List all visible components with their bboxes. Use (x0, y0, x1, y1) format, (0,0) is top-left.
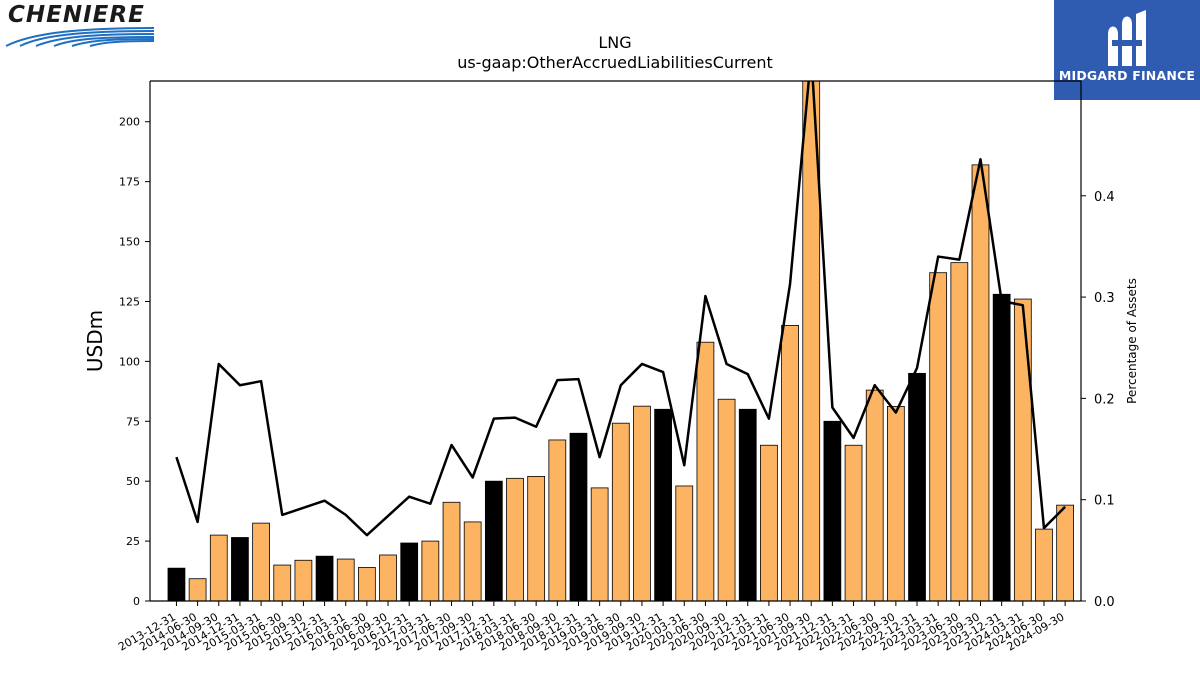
y-tick-label: 175 (119, 176, 140, 189)
cheniere-swoosh-icon (5, 27, 155, 47)
bar-2022-12-31 (908, 372, 926, 601)
bar-2014-06-30 (188, 578, 207, 601)
midgard-finance-logo: MIDGARD FINANCE (1054, 0, 1200, 100)
bar-2023-03-31 (929, 272, 948, 601)
bar-2019-03-31 (590, 487, 609, 601)
bar-2013-12-31 (167, 567, 186, 601)
y-tick-label: 150 (119, 236, 140, 249)
bar-2015-09-30 (294, 559, 313, 601)
bar-2021-09-30 (802, 81, 821, 601)
bar-2020-03-31 (675, 485, 694, 601)
axes-layer: 02550751001251501752000.00.10.20.30.4201… (116, 80, 1115, 654)
bar-2016-03-31 (336, 558, 355, 601)
bar-2021-06-30 (781, 325, 799, 601)
bar-2016-09-30 (379, 554, 397, 601)
bar-2024-06-30 (1035, 528, 1053, 601)
bar-2017-09-30 (463, 521, 482, 601)
y-tick-label: 25 (126, 535, 140, 548)
bar-2014-09-30 (209, 534, 228, 601)
y2-tick-label: 0.0 (1094, 595, 1115, 610)
cheniere-logo-text: CHENIERE (8, 2, 145, 28)
bar-2015-06-30 (273, 564, 292, 601)
bar-2021-03-31 (760, 444, 778, 601)
y-tick-label: 0 (133, 595, 140, 608)
bar-2015-03-31 (252, 522, 270, 601)
bar-2020-12-31 (738, 408, 757, 601)
bar-2020-09-30 (717, 398, 736, 601)
y2-axis-label: Percentage of Assets (1125, 278, 1139, 404)
chart-title: LNG (598, 33, 631, 52)
bar-2014-12-31 (231, 537, 249, 601)
bar-2023-06-30 (950, 262, 969, 601)
y2-tick-label: 0.3 (1094, 291, 1115, 306)
y2-tick-label: 0.4 (1094, 190, 1115, 205)
bar-2019-06-30 (611, 422, 630, 601)
bar-2019-09-30 (633, 405, 651, 601)
bars-layer (167, 81, 1075, 601)
bar-2017-03-31 (421, 540, 440, 601)
y-tick-label: 50 (126, 475, 140, 488)
bar-2024-09-30 (1056, 504, 1075, 601)
bar-2023-09-30 (971, 164, 990, 601)
y-tick-label: 200 (119, 116, 140, 129)
y-tick-label: 125 (119, 295, 140, 308)
midgard-emblem-icon (1108, 10, 1146, 66)
bar-2018-09-30 (548, 439, 567, 601)
midgard-finance-logo-text: MIDGARD FINANCE (1058, 68, 1196, 83)
bar-2018-06-30 (527, 475, 546, 601)
bar-2018-03-31 (506, 477, 524, 601)
bar-2018-12-31 (569, 432, 588, 601)
bar-2024-03-31 (1013, 298, 1032, 601)
y-tick-label: 100 (119, 355, 140, 368)
bar-2017-12-31 (484, 480, 503, 601)
y-axis-label: USDm (83, 310, 107, 372)
bar-2016-12-31 (400, 542, 419, 601)
bar-2015-12-31 (315, 555, 334, 601)
line-layer (175, 81, 1067, 537)
bar-2017-06-30 (442, 501, 461, 601)
bar-2020-06-30 (696, 341, 715, 601)
percentage-of-assets-line (175, 81, 1067, 537)
bar-2016-06-30 (358, 567, 376, 601)
bar-2023-12-31 (992, 293, 1011, 601)
bar-2019-12-31 (654, 408, 672, 601)
y2-tick-label: 0.1 (1094, 494, 1115, 509)
cheniere-logo: CHENIERE (0, 0, 160, 52)
bar-2022-09-30 (886, 406, 905, 601)
y2-tick-label: 0.2 (1094, 392, 1115, 407)
chart-subtitle: us-gaap:OtherAccruedLiabilitiesCurrent (457, 53, 773, 72)
y-tick-label: 75 (126, 415, 140, 428)
bar-2022-03-31 (844, 444, 863, 601)
bar-2021-12-31 (823, 420, 842, 601)
bar-2022-06-30 (865, 389, 884, 601)
